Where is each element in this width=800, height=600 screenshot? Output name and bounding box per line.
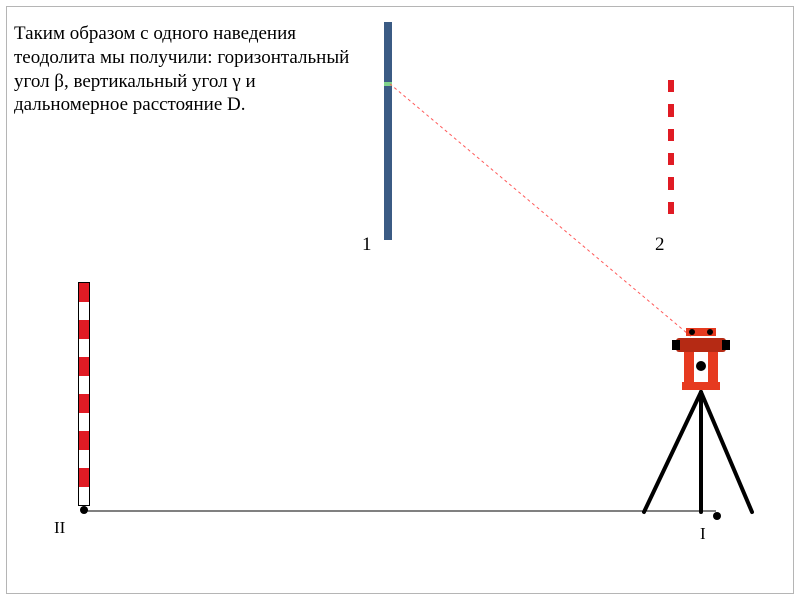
pole-1-target-mark (384, 82, 392, 86)
staff-2 (668, 80, 674, 226)
staff-left-base-dot (80, 506, 88, 514)
label-1: 1 (362, 234, 372, 256)
pole-1 (384, 22, 392, 240)
label-I: I (700, 524, 706, 544)
explanation-text: Таким образом с одного наведения теодоли… (14, 22, 354, 117)
theodolite-icon (672, 322, 730, 394)
label-II: II (54, 518, 65, 538)
station-I-dot (713, 512, 721, 520)
label-2: 2 (655, 234, 665, 256)
staff-left (78, 282, 90, 506)
